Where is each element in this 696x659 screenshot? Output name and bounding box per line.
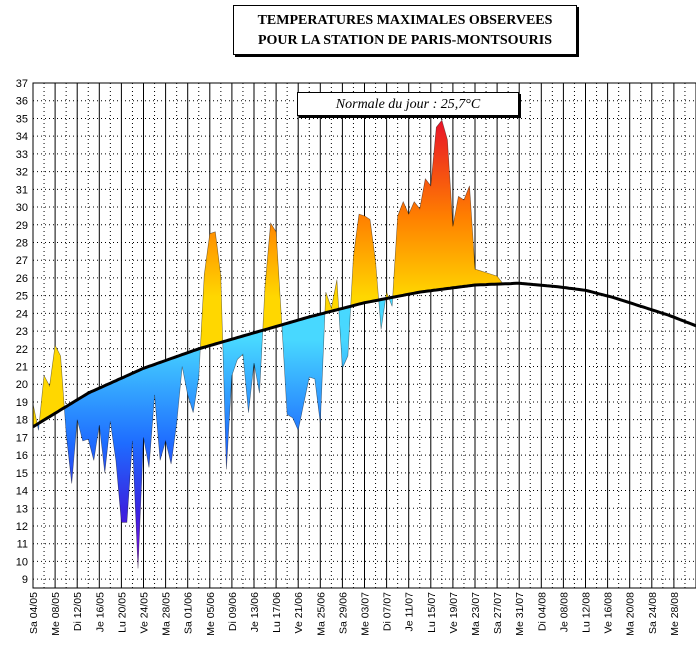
y-tick-label: 12 <box>16 521 28 533</box>
x-tick-label: Di 09/06 <box>227 592 239 631</box>
y-tick-label: 22 <box>16 344 28 356</box>
y-tick-label: 13 <box>16 503 28 515</box>
cold-anomaly-area <box>378 298 386 330</box>
chart-title-line2: POUR LA STATION DE PARIS-MONTSOURIS <box>257 33 553 48</box>
y-tick-label: 26 <box>16 273 28 285</box>
x-tick-label: Ve 21/06 <box>293 592 305 634</box>
plot-frame <box>32 82 696 589</box>
y-tick-label: 10 <box>16 556 28 568</box>
temperature-fills <box>33 120 503 569</box>
x-tick-label: Ma 25/06 <box>315 592 327 636</box>
warm-anomaly-area <box>324 279 339 313</box>
chart-title: TEMPERATURES MAXIMALES OBSERVEES POUR LA… <box>233 5 577 55</box>
y-tick-label: 34 <box>16 131 28 143</box>
x-tick-label: Me 28/08 <box>669 592 681 636</box>
x-tick-label: Lu 17/06 <box>271 592 283 633</box>
y-tick-label: 37 <box>16 78 28 90</box>
y-tick-label: 19 <box>16 397 28 409</box>
y-tick-label: 32 <box>16 167 28 179</box>
x-tick-label: Sa 01/06 <box>183 592 195 634</box>
normal-annotation: Normale du jour : 25,7°C <box>297 92 519 116</box>
warm-anomaly-area <box>350 214 379 307</box>
x-tick-label: Sa 24/08 <box>647 592 659 634</box>
x-tick-label: Lu 20/05 <box>116 592 128 633</box>
x-tick-label: Je 11/07 <box>404 592 416 632</box>
x-tick-label: Di 07/07 <box>382 592 394 631</box>
y-tick-label: 24 <box>16 308 28 320</box>
y-tick-label: 35 <box>16 113 28 125</box>
y-tick-label: 17 <box>16 432 28 444</box>
x-tick-label: Ma 28/05 <box>161 592 173 636</box>
x-tick-label: Ma 20/08 <box>625 592 637 636</box>
x-tick-label: Je 16/05 <box>94 592 106 632</box>
x-tick-label: Ve 16/08 <box>603 592 615 634</box>
x-tick-label: Je 08/08 <box>558 592 570 632</box>
x-tick-label: Lu 15/07 <box>426 592 438 633</box>
cold-anomaly-area <box>281 312 325 431</box>
y-tick-label: 36 <box>16 96 28 108</box>
x-tick-label: Me 05/06 <box>205 592 217 636</box>
cold-anomaly-area <box>64 348 201 569</box>
warm-anomaly-area <box>39 345 65 423</box>
x-tick-label: Di 12/05 <box>72 592 84 631</box>
y-tick-label: 27 <box>16 255 28 267</box>
x-tick-label: Me 31/07 <box>514 592 526 636</box>
warm-anomaly-area <box>200 231 223 349</box>
y-tick-label: 16 <box>16 450 28 462</box>
gridlines <box>32 82 696 588</box>
y-tick-label: 9 <box>22 574 28 586</box>
series-lines <box>33 119 696 569</box>
observed-temperature-line <box>33 119 503 569</box>
y-tick-label: 20 <box>16 379 28 391</box>
x-tick-label: Ma 23/07 <box>470 592 482 636</box>
cold-anomaly-area <box>222 330 263 470</box>
y-tick-label: 25 <box>16 291 28 303</box>
x-tick-label: Di 04/08 <box>536 592 548 631</box>
y-tick-label: 29 <box>16 220 28 232</box>
warm-anomaly-area <box>392 120 503 298</box>
cold-anomaly-area <box>388 297 393 307</box>
y-tick-label: 31 <box>16 184 28 196</box>
x-tick-label: Sa 04/05 <box>28 592 40 634</box>
x-tick-label: Me 08/05 <box>50 592 62 636</box>
y-tick-label: 21 <box>16 362 28 374</box>
x-tick-label: Me 03/07 <box>360 592 372 636</box>
x-tick-label: Sa 29/06 <box>337 592 349 634</box>
y-tick-label: 30 <box>16 202 28 214</box>
y-tick-label: 18 <box>16 415 28 427</box>
axes: 9 10 11 12 13 14 15 16 17 18 19 20 21 22 23 24 25 26 27 28 2… <box>16 78 696 636</box>
y-tick-label: 15 <box>16 468 28 480</box>
y-tick-label: 33 <box>16 149 28 161</box>
y-tick-label: 11 <box>17 539 28 551</box>
x-tick-label: Sa 27/07 <box>492 592 504 634</box>
y-tick-label: 14 <box>16 486 28 498</box>
x-tick-label: Ve 19/07 <box>448 592 460 634</box>
x-tick-label: Lu 12/08 <box>581 592 593 633</box>
x-tick-label: Ve 24/05 <box>139 592 151 634</box>
y-tick-label: 28 <box>16 237 28 249</box>
x-tick-label: Je 13/06 <box>249 592 261 632</box>
y-tick-label: 23 <box>16 326 28 338</box>
chart-title-line1: TEMPERATURES MAXIMALES OBSERVEES <box>257 13 553 28</box>
normal-temperature-line <box>33 281 696 429</box>
